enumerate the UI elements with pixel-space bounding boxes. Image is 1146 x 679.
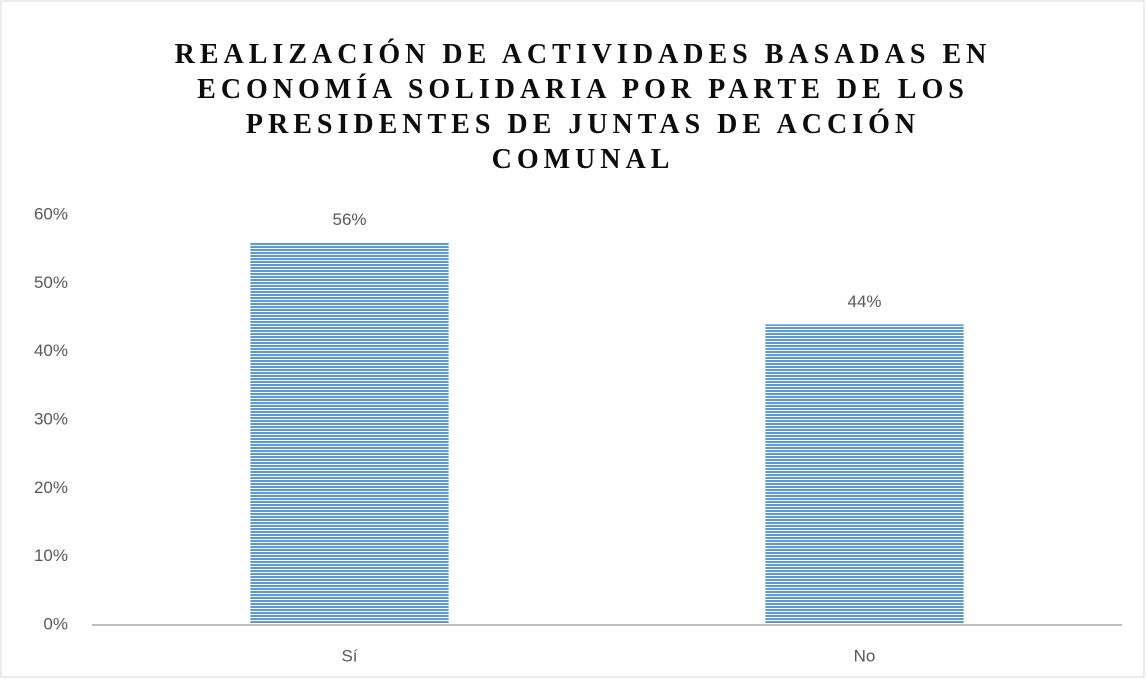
data-label: 44% — [847, 292, 881, 311]
y-tick-label: 0% — [43, 614, 68, 633]
y-tick-label: 60% — [34, 204, 68, 223]
y-tick-label: 50% — [34, 273, 68, 292]
bar — [250, 242, 449, 626]
x-tick-label: No — [854, 646, 876, 665]
y-tick-label: 40% — [34, 341, 68, 360]
data-label: 56% — [332, 210, 366, 229]
y-tick-label: 20% — [34, 478, 68, 497]
y-tick-label: 30% — [34, 409, 68, 428]
x-tick-label: Sí — [341, 646, 357, 665]
chart-title: REALIZACIÓN DE ACTIVIDADES BASADAS EN EC… — [174, 39, 992, 175]
y-tick-label: 10% — [34, 546, 68, 565]
bar — [765, 324, 964, 625]
